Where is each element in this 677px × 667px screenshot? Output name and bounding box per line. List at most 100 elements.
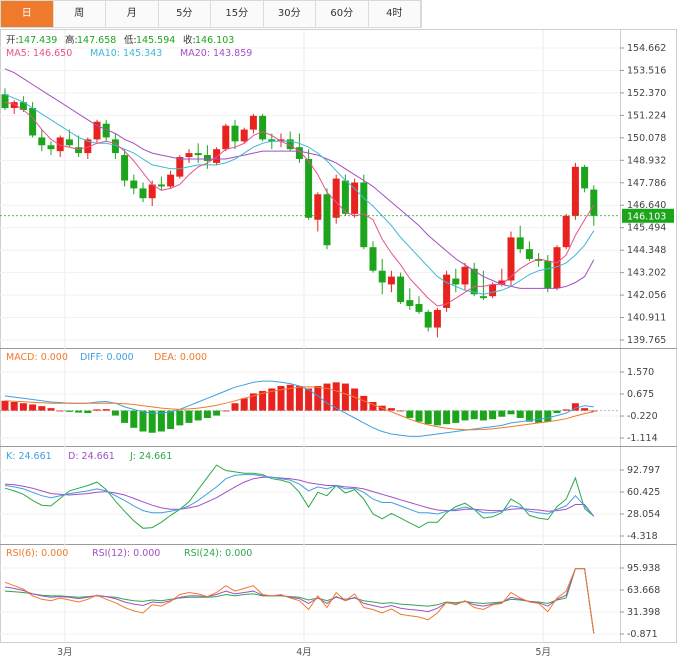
rsi-y-tick-label: 31.398: [627, 607, 660, 618]
ohlc-value: 145.594: [136, 35, 175, 46]
candle-body: [424, 311, 432, 328]
candle-body: [56, 137, 64, 152]
candle-body: [295, 147, 303, 159]
macd-bar: [286, 384, 294, 411]
candle-body: [553, 247, 561, 289]
macd-bar: [121, 410, 129, 423]
macd-bar: [397, 410, 405, 412]
macd-bar: [1, 400, 9, 411]
ohlc-value: 147.658: [77, 35, 116, 46]
macd-bar: [231, 403, 239, 411]
candle-body: [167, 174, 175, 187]
candle-body: [590, 189, 598, 216]
price-y-tick-label: 144.348: [627, 245, 666, 256]
macd_panel-legend-1: DIFF: 0.000: [80, 352, 134, 363]
candle-body: [461, 266, 469, 285]
macd-bar: [332, 382, 340, 411]
candle-body: [29, 108, 37, 136]
last-price-badge: [622, 208, 674, 223]
price-y-tick-label: 150.078: [627, 133, 666, 144]
tab-7[interactable]: 4时: [369, 1, 421, 27]
ma10-line: [4, 93, 595, 295]
candle-body: [498, 280, 506, 285]
ma-legend-1: MA10: 145.343: [90, 48, 162, 59]
rsi-y-tick-label: -0.871: [627, 629, 658, 640]
macd_panel-legend-0: MACD: 0.000: [6, 352, 68, 363]
rsi12-line: [4, 568, 595, 634]
candle-body: [507, 237, 515, 281]
kdj_panel-legend-0: K: 24.661: [6, 451, 52, 462]
ma-legend-2: MA20: 143.859: [180, 48, 252, 59]
kdj_panel-legend-2: J: 24.661: [129, 451, 172, 462]
macd-bar: [240, 398, 248, 411]
kdj_panel-legend-1: D: 24.661: [68, 451, 115, 462]
candle-body: [341, 180, 349, 214]
candle-body: [148, 184, 156, 199]
macd-bar: [581, 408, 589, 411]
macd-bar: [38, 406, 46, 411]
macd-bar: [470, 410, 478, 420]
rsi6-line: [4, 568, 595, 634]
ohlc-label: 高:: [65, 34, 78, 46]
candle-body: [259, 115, 267, 140]
candle-body: [93, 121, 101, 140]
macd-bar: [360, 395, 368, 411]
candle-body: [369, 247, 377, 271]
candle-body: [489, 284, 497, 297]
candle-body: [84, 139, 92, 154]
tab-1[interactable]: 周: [54, 1, 106, 27]
ma-legend-0: MA5: 146.650: [6, 48, 72, 59]
macd-bar: [56, 410, 64, 412]
tab-0[interactable]: 日: [1, 1, 54, 27]
macd-bar: [387, 408, 395, 411]
price-y-tick-label: 142.056: [627, 290, 666, 301]
macd-y-tick-label: 1.570: [627, 367, 654, 378]
tab-4[interactable]: 15分: [211, 1, 264, 27]
candle-body: [38, 137, 46, 146]
macd-bar: [249, 393, 257, 411]
macd-bar: [222, 410, 230, 412]
tab-5[interactable]: 30分: [264, 1, 316, 27]
macd-bar: [323, 383, 331, 411]
tab-3[interactable]: 5分: [159, 1, 211, 27]
candle-body: [525, 249, 533, 259]
candle-body: [433, 309, 441, 328]
macd-bar: [489, 410, 497, 420]
tab-2[interactable]: 月: [106, 1, 159, 27]
candle-body: [185, 153, 193, 158]
candle-body: [65, 139, 73, 146]
macd-bar: [461, 410, 469, 421]
macd-bar: [93, 409, 101, 411]
kdj-y-tick-label: 60.425: [627, 487, 660, 498]
macd-bar: [148, 410, 156, 433]
rsi-y-tick-label: 95.938: [627, 563, 660, 574]
macd-bar: [194, 410, 202, 421]
macd-bar: [516, 410, 524, 418]
ma20-line: [4, 68, 595, 289]
macd-bar: [351, 388, 359, 411]
macd-y-tick-label: -1.114: [627, 433, 658, 444]
macd-bar: [167, 410, 175, 430]
candle-body: [535, 258, 543, 261]
price-y-tick-label: 145.494: [627, 223, 666, 234]
candle-body: [415, 304, 423, 312]
dea-line: [4, 386, 594, 431]
candle-body: [443, 274, 451, 308]
macd-y-tick-label: 0.675: [627, 389, 654, 400]
macd-bar: [10, 402, 18, 411]
candle-body: [323, 194, 331, 246]
candle-body: [286, 139, 294, 150]
candle-body: [332, 178, 340, 218]
macd-bar: [84, 410, 92, 414]
candle-body: [387, 276, 395, 285]
candle-body: [130, 180, 138, 189]
tab-6[interactable]: 60分: [316, 1, 369, 27]
candle-body: [360, 182, 368, 248]
price-y-tick-label: 140.911: [627, 313, 666, 324]
d-line: [4, 476, 595, 517]
macd-bar: [176, 410, 184, 426]
candle-body: [194, 153, 202, 156]
macd-bar: [433, 410, 441, 426]
macd-bar: [305, 388, 313, 411]
